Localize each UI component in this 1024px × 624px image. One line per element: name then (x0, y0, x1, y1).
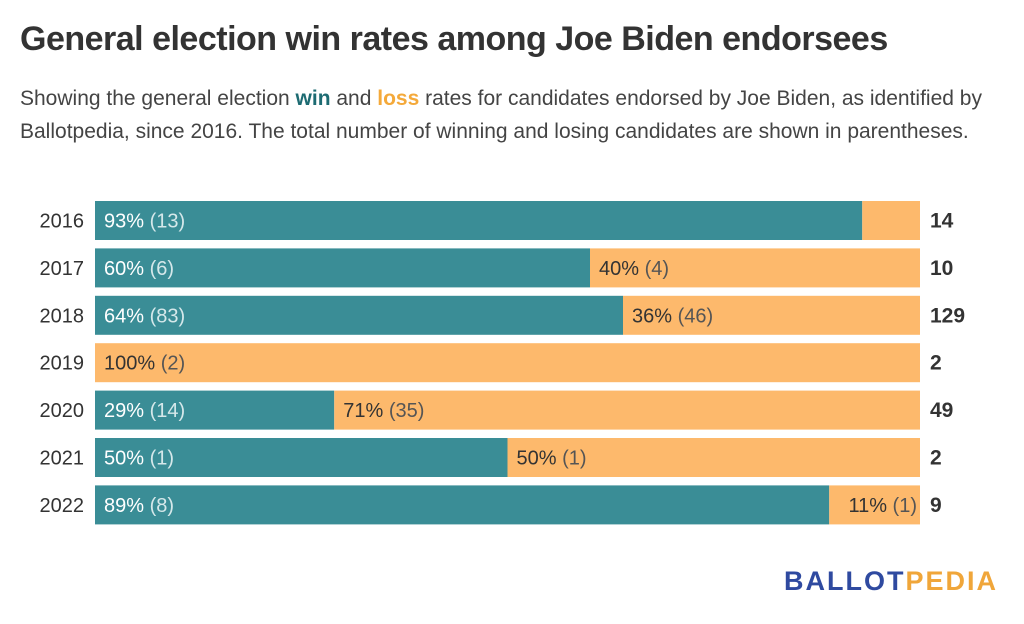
logo-part-2: PEDIA (905, 566, 998, 596)
loss-bar (623, 295, 920, 335)
subtitle-text-1: Showing the general election (20, 87, 296, 110)
win-bar (95, 438, 508, 477)
win-data-label: 93% (13) (104, 211, 185, 233)
chart-subtitle: Showing the general election win and los… (20, 82, 1010, 148)
loss-bar (95, 343, 920, 383)
win-bar (95, 485, 830, 525)
loss-data-label: 71% (35) (343, 400, 424, 422)
loss-bar (829, 485, 920, 525)
loss-data-label: 40% (4) (599, 258, 669, 280)
subtitle-text-2: and (330, 87, 378, 110)
year-label: 2019 (40, 353, 85, 375)
logo-part-1: BALLOT (783, 566, 906, 596)
year-label: 2018 (40, 305, 85, 327)
stacked-bar-chart: 2016 93% (13) 14 2017 60% (6) 40% (4) 10 2018 64… (40, 201, 965, 525)
subtitle-text-3: rates for candidates endorsed by Joe Bid… (20, 87, 982, 143)
ballotpedia-logo: BALLOTPEDIA (784, 566, 998, 597)
loss-data-label: 100% (2) (104, 353, 185, 375)
total-label: 14 (930, 210, 954, 233)
loss-data-label: 36% (46) (632, 305, 713, 327)
win-bar (95, 295, 623, 335)
year-label: 2022 (40, 495, 85, 517)
total-label: 9 (930, 494, 942, 517)
win-data-label: 50% (1) (104, 448, 174, 470)
win-bar (95, 201, 863, 240)
subtitle-win-word: win (295, 87, 331, 110)
loss-bar (334, 390, 920, 430)
total-label: 129 (930, 304, 965, 327)
loss-data-label: 50% (1) (517, 448, 587, 470)
win-data-label: 89% (8) (104, 495, 174, 517)
win-data-label: 64% (83) (104, 305, 185, 327)
loss-data-label: 11% (1) (848, 495, 917, 517)
year-label: 2016 (40, 211, 85, 233)
win-data-label: 29% (14) (104, 400, 185, 422)
subtitle-loss-word: loss (377, 87, 420, 110)
win-bar (95, 390, 335, 430)
loss-bar (590, 248, 920, 288)
total-label: 2 (930, 352, 942, 375)
year-label: 2017 (40, 258, 85, 280)
total-label: 49 (930, 399, 953, 422)
total-label: 2 (930, 447, 942, 470)
loss-bar (507, 438, 920, 477)
chart-title: General election win rates among Joe Bid… (20, 20, 888, 58)
win-bar (95, 248, 590, 288)
year-label: 2021 (40, 448, 85, 470)
total-label: 10 (930, 257, 953, 280)
win-data-label: 60% (6) (104, 258, 174, 280)
year-label: 2020 (40, 400, 85, 422)
loss-bar (862, 201, 920, 240)
